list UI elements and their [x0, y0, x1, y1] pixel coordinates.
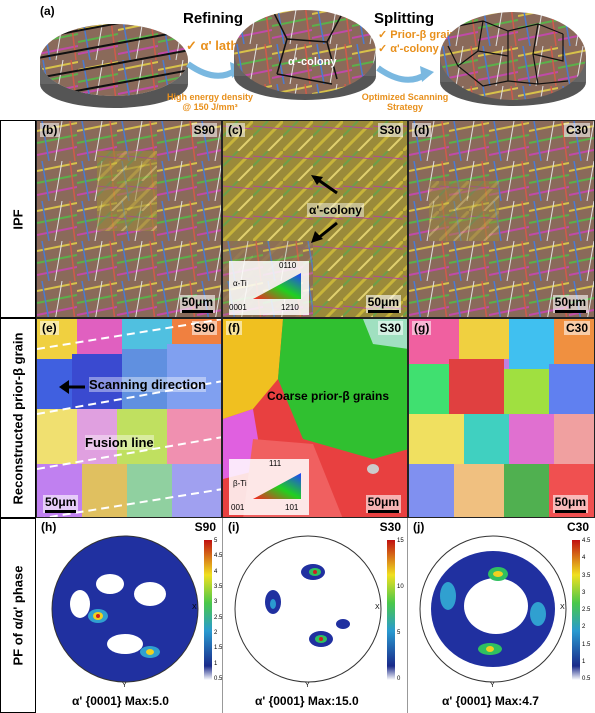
- sample-name: S90: [191, 123, 217, 137]
- schematic-panel: (a) Refining ✓ α' lath High energy densi…: [0, 0, 595, 118]
- scale-bar: 50μm: [179, 295, 215, 313]
- coarse-grains-text: Coarse prior-β grains: [267, 389, 390, 403]
- colorbar-ticks: 5 4.5 4 3.5 3 2.5 2 1.5 1 0.5: [214, 538, 223, 682]
- row-label-prior-beta: Reconstructed prior-β grain: [0, 318, 36, 518]
- sample-name: S30: [379, 520, 401, 534]
- alpha-ti-color-key: 0110 0001 1210 α-Ti: [229, 261, 309, 315]
- panel-label-e: (e): [40, 321, 59, 335]
- disk-alpha-colony: [234, 10, 376, 100]
- energy-text: High energy density @ 150 J/mm³: [166, 92, 254, 112]
- scale-bar: 50μm: [43, 495, 79, 513]
- ipf-texture: [37, 121, 221, 317]
- check-icon: ✓: [378, 43, 388, 55]
- sample-name: S30: [377, 321, 403, 335]
- disk-coarse-laths: [40, 24, 188, 108]
- ipf-map-s30: (c) S30 α'-colony 0110 0001 1210 α-Ti 50…: [222, 120, 408, 318]
- scale-bar: 50μm: [552, 295, 588, 313]
- axis-x-label: X: [192, 604, 197, 611]
- panel-label-b: (b): [40, 123, 60, 137]
- ipf-map-c30: (d) C30 50μm: [408, 120, 595, 318]
- panel-label-a: (a): [40, 4, 55, 18]
- refining-title: Refining: [183, 10, 243, 27]
- prior-beta-grains: [37, 319, 221, 517]
- row-label-pole-figure: PF of α/α' phase: [0, 518, 36, 713]
- axis-y-label: Y: [122, 682, 127, 689]
- alpha-colony-annotation: α'-colony: [307, 203, 364, 217]
- scale-bar: 50μm: [365, 295, 401, 313]
- color-triangle-icon: [253, 273, 301, 299]
- arrow-right-icon: [376, 65, 434, 83]
- panel-label-j: (j): [413, 520, 425, 534]
- colorbar: [572, 540, 580, 680]
- sample-name: S30: [377, 123, 403, 137]
- disk-split-grains: [440, 12, 586, 106]
- axis-y-label: Y: [305, 682, 310, 689]
- colony-label: α'-colony: [288, 56, 337, 68]
- pole-figure-s90: (h) S90 X Y 5 4.5 4 3.5 3 2.5 2 1.5 1 0.5 α' {000…: [36, 518, 222, 713]
- pole-figure-caption: α' {0001} Max:4.7: [442, 694, 539, 708]
- sample-name: S90: [191, 321, 217, 335]
- colorbar: [204, 540, 212, 680]
- prior-beta-map-s30: (f) S30 Coarse prior-β grains 111 001 10…: [222, 318, 408, 518]
- arrow-icon: [311, 175, 338, 195]
- axis-y-label: Y: [490, 682, 495, 689]
- pole-figure-caption: α' {0001} Max:5.0: [72, 694, 169, 708]
- scale-bar: 50μm: [552, 495, 588, 513]
- splitting-title: Splitting: [374, 10, 434, 27]
- color-triangle-icon: [253, 473, 301, 499]
- check-icon: ✓: [186, 38, 197, 53]
- pole-figure-plot: [234, 535, 382, 683]
- axis-x-label: X: [560, 604, 565, 611]
- pole-figure-plot: [51, 535, 199, 683]
- sample-name: C30: [563, 321, 590, 335]
- colorbar: [387, 540, 395, 680]
- colorbar-ticks: 15 10 5 0: [397, 538, 404, 682]
- pole-figure-s30: (i) S30 X Y 15 10 5 0 α' {0001} Max:15.0: [222, 518, 408, 713]
- sample-name: C30: [566, 520, 589, 534]
- axis-x-label: X: [375, 604, 380, 611]
- panel-label-d: (d): [412, 123, 432, 137]
- panel-label-i: (i): [228, 520, 240, 534]
- prior-beta-grains: [409, 319, 594, 517]
- arrow-icon: [311, 221, 338, 243]
- panel-label-h: (h): [41, 520, 57, 534]
- ipf-texture: [409, 121, 594, 317]
- scale-bar: 50μm: [365, 495, 401, 513]
- pole-figure-caption: α' {0001} Max:15.0: [255, 694, 359, 708]
- pole-figure-c30: (j) C30 X Y 4.5 4 3.5 3 2.5 2 1.5 1 0.5 α' {0001…: [408, 518, 595, 713]
- splitting-items: ✓ Prior-β grain ✓ α'-colony: [378, 29, 457, 55]
- prior-beta-map-s90: (e) S90 Scanning direction Fusion line 5…: [36, 318, 222, 518]
- ipf-map-s90: (b) S90 50μm: [36, 120, 222, 318]
- sample-name: S90: [194, 520, 216, 534]
- row-label-ipf: IPF: [0, 120, 36, 318]
- prior-beta-map-c30: (g) C30 50μm: [408, 318, 595, 518]
- panel-label-f: (f): [226, 321, 242, 335]
- colorbar-ticks: 4.5 4 3.5 3 2.5 2 1.5 1 0.5: [582, 538, 591, 682]
- panel-label-g: (g): [412, 321, 432, 335]
- beta-ti-color-key: 111 001 101 β-Ti: [229, 459, 309, 515]
- scanning-direction-text: Scanning direction: [89, 377, 207, 392]
- panel-label-c: (c): [226, 123, 245, 137]
- pole-figure-plot: [419, 535, 567, 683]
- check-icon: ✓: [378, 29, 388, 41]
- strategy-text: Optimized Scanning Strategy: [361, 92, 449, 112]
- sample-name: C30: [563, 123, 590, 137]
- refining-item: ✓ α' lath: [186, 38, 239, 53]
- fusion-line-text: Fusion line: [85, 435, 154, 450]
- arrow-left-icon: [59, 380, 85, 394]
